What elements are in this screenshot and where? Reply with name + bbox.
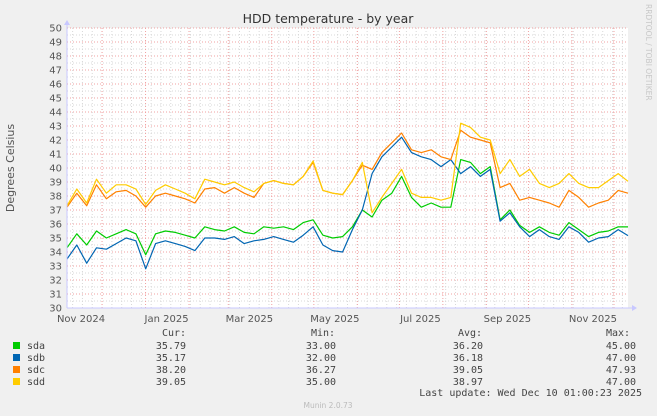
y-tick-label: 34 [49, 248, 62, 259]
x-axis-arrow-icon [632, 305, 637, 311]
legend-label: sdb [27, 353, 45, 364]
y-tick-label: 44 [49, 108, 62, 119]
legend-cur-value: 35.79 [156, 341, 186, 352]
legend-row-sdd: sdd 39.05 35.00 38.97 47.00 [13, 377, 636, 388]
legend-header-min: Min: [311, 328, 335, 339]
legend-cur-value: 35.17 [156, 353, 186, 364]
x-tick-label: Nov 2025 [569, 314, 617, 325]
legend-row-sdb: sdb 35.17 32.00 36.18 47.00 [13, 353, 636, 364]
legend-label: sda [27, 341, 45, 352]
x-tick-label: Mar 2025 [226, 314, 274, 325]
legend-min-value: 35.00 [306, 377, 336, 388]
legend-avg-value: 36.20 [453, 341, 483, 352]
y-tick-label: 38 [49, 192, 62, 203]
series-lines [66, 122, 629, 270]
y-tick-label: 50 [49, 24, 62, 35]
rrdtool-watermark: RRDTOOL / TOBI OETIKER [644, 4, 653, 101]
x-ticks: Nov 2024 Jan 2025 Mar 2025 May 2025 Jul 2025… [57, 314, 617, 325]
series-line-sda [66, 159, 629, 256]
x-tick-label: Sep 2025 [484, 314, 531, 325]
legend-header-cur: Cur: [162, 328, 186, 339]
x-tick-label: Jul 2025 [399, 314, 441, 325]
series-line-sdd [66, 122, 629, 214]
y-tick-label: 43 [49, 122, 62, 133]
legend-swatch-sda [13, 342, 20, 349]
y-tick-label: 49 [49, 38, 62, 49]
legend-max-value: 47.00 [606, 353, 636, 364]
y-tick-label: 33 [49, 262, 62, 273]
legend-cur-value: 38.20 [156, 365, 186, 376]
y-tick-label: 31 [49, 290, 62, 301]
y-tick-label: 35 [49, 234, 62, 245]
y-ticks: 30 31 32 33 34 35 36 37 38 39 40 41 42 43 44 45 46 47 48 49… [49, 24, 62, 315]
y-tick-label: 36 [49, 220, 62, 231]
legend-label: sdc [27, 365, 45, 376]
series-line-sdb [66, 136, 629, 270]
legend-min-value: 36.27 [306, 365, 336, 376]
legend: Cur: Min: Avg: Max: sda 35.79 33.00 36.20 45… [13, 328, 642, 399]
legend-row-sdc: sdc 38.20 36.27 39.05 47.93 [13, 365, 636, 376]
legend-min-value: 32.00 [306, 353, 336, 364]
legend-min-value: 33.00 [306, 341, 336, 352]
y-tick-label: 42 [49, 136, 62, 147]
y-tick-label: 46 [49, 80, 62, 91]
legend-swatch-sdc [13, 366, 20, 373]
x-tick-label: Nov 2024 [57, 314, 105, 325]
axes [64, 20, 637, 311]
legend-max-value: 47.93 [606, 365, 636, 376]
legend-avg-value: 36.18 [453, 353, 483, 364]
legend-label: sdd [27, 377, 45, 388]
y-tick-label: 30 [49, 304, 62, 315]
y-tick-label: 39 [49, 178, 62, 189]
y-tick-label: 48 [49, 52, 62, 63]
legend-avg-value: 39.05 [453, 365, 483, 376]
munin-version: Munin 2.0.73 [303, 401, 352, 410]
grid [67, 27, 628, 309]
chart-title: HDD temperature - by year [243, 11, 415, 26]
y-axis-arrow-icon [64, 20, 70, 25]
legend-row-sda: sda 35.79 33.00 36.20 45.00 [13, 341, 636, 352]
y-axis-label: Degrees Celsius [4, 124, 17, 213]
x-tick-label: Jan 2025 [144, 314, 189, 325]
y-tick-label: 40 [49, 164, 62, 175]
legend-max-value: 47.00 [606, 377, 636, 388]
legend-header-max: Max: [606, 328, 630, 339]
legend-swatch-sdd [13, 378, 20, 385]
y-tick-label: 37 [49, 206, 62, 217]
legend-avg-value: 38.97 [453, 377, 483, 388]
y-tick-label: 41 [49, 150, 62, 161]
y-tick-label: 45 [49, 94, 62, 105]
legend-max-value: 45.00 [606, 341, 636, 352]
legend-cur-value: 39.05 [156, 377, 186, 388]
y-tick-label: 32 [49, 276, 62, 287]
y-tick-label: 47 [49, 66, 62, 77]
last-update: Last update: Wed Dec 10 01:00:23 2025 [419, 388, 642, 399]
x-tick-label: May 2025 [310, 314, 359, 325]
legend-swatch-sdb [13, 354, 20, 361]
legend-header-avg: Avg: [458, 328, 482, 339]
